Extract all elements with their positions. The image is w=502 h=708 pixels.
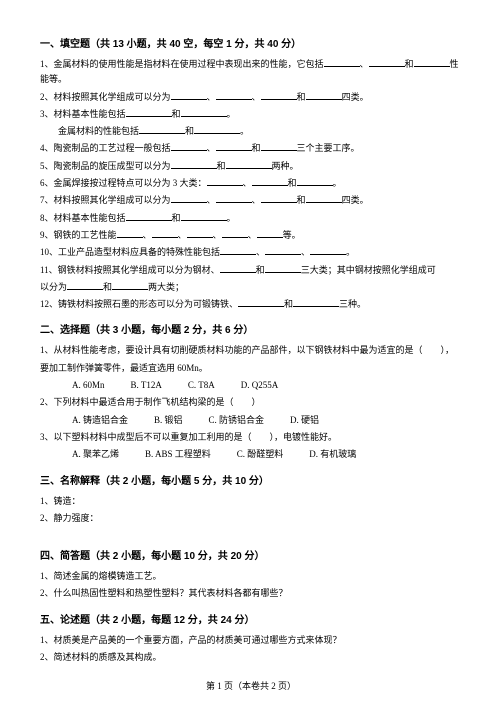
s5-q1: 1、材质美是产品美的一个重要方面，产品的材质美可通过哪些方式来体现？ xyxy=(40,633,462,648)
s2-q1-optC: C. T8A xyxy=(188,378,215,393)
s3-q2: 2、静力强度： xyxy=(40,511,462,526)
s1-q8: 8、材料基本性能包括和。 xyxy=(40,211,462,226)
s2-q2-optA: A. 铸造铝合金 xyxy=(72,413,128,428)
s2-q1-optD: D. Q255A xyxy=(241,378,279,393)
s2-q1-opts: A. 60Mn B. T12A C. T8A D. Q255A xyxy=(72,378,462,393)
section-1-title: 一、填空题（共 13 小题，共 40 空，每空 1 分，共 40 分） xyxy=(40,36,462,53)
s1-q1: 1、金属材料的使用性能是指材料在使用过程中表现出来的性能，它包括、和性能等。 xyxy=(40,57,462,88)
s1-q5: 5、陶瓷制品的旋压成型可以分为和两种。 xyxy=(40,159,462,174)
s1-q2: 2、材料按照其化学组成可以分为、、和四类。 xyxy=(40,90,462,105)
section-5-title: 五、论述题（共 2 小题，每题 12 分，共 24 分） xyxy=(40,612,462,629)
s2-q3-optB: B. ABS 工程塑料 xyxy=(145,447,211,462)
s1-q6: 6、金属焊接按过程特点可以分为 3 大类：、和。 xyxy=(40,176,462,191)
s3-q1: 1、铸造： xyxy=(40,494,462,509)
section-3-title: 三、名称解释（共 2 小题，每小题 5 分，共 10 分） xyxy=(40,473,462,490)
s2-q2: 2、下列材料中最适合用于制作飞机结构梁的是（ ） xyxy=(40,395,462,410)
s2-q3: 3、以下塑料材料中成型后不可以重复加工利用的是（ ），电镀性能好。 xyxy=(40,430,462,445)
s1-q4: 4、陶瓷制品的工艺过程一般包括、和三个主要工序。 xyxy=(40,141,462,156)
section-4-title: 四、简答题（共 2 小题，每小题 10 分，共 20 分） xyxy=(40,548,462,565)
exam-page: 一、填空题（共 13 小题，共 40 空，每空 1 分，共 40 分） 1、金属… xyxy=(0,0,502,708)
s1-q11b: 以分为和两大类； xyxy=(40,280,462,295)
section-2-title: 二、选择题（共 3 小题，每小题 2 分，共 6 分） xyxy=(40,322,462,339)
s2-q2-optD: D. 硬铝 xyxy=(290,413,319,428)
s1-q10: 10、工业产品造型材料应具备的特殊性能包括、、。 xyxy=(40,245,462,260)
page-footer: 第 1 页（本卷共 2 页） xyxy=(0,679,502,694)
s2-q1-optA: A. 60Mn xyxy=(72,378,105,393)
s5-q2: 2、简述材料的质感及其构成。 xyxy=(40,650,462,665)
s2-q1-line2: 要加工制作弹簧零件，最适宜选用 60Mn。 xyxy=(40,361,462,376)
s2-q3-optD: D. 有机玻璃 xyxy=(309,447,356,462)
s1-q9: 9、钢铁的工艺性能、、、、等。 xyxy=(40,228,462,243)
s2-q2-opts: A. 铸造铝合金 B. 锻铝 C. 防锈铝合金 D. 硬铝 xyxy=(72,413,462,428)
s1-q11: 11、钢铁材料按照其化学组成可以分为钢材、和三大类；其中钢材按照化学组成可 xyxy=(40,263,462,278)
s1-q3: 3、材料基本性能包括和。 xyxy=(40,107,462,122)
s4-q1: 1、简述金属的熔模铸造工艺。 xyxy=(40,569,462,584)
s2-q3-optC: C. 酚醛塑料 xyxy=(237,447,284,462)
s2-q3-opts: A. 聚苯乙烯 B. ABS 工程塑料 C. 酚醛塑料 D. 有机玻璃 xyxy=(72,447,462,462)
s2-q2-optB: B. 锻铝 xyxy=(154,413,183,428)
s2-q3-optA: A. 聚苯乙烯 xyxy=(72,447,119,462)
s1-q12: 12、铸铁材料按照石墨的形态可以分为可锻铸铁、和三种。 xyxy=(40,297,462,312)
s2-q1-line1: 1、从材料性能考虑，要设计具有切削硬质材料功能的产品部件，以下钢铁材料中最为适宜… xyxy=(40,343,462,358)
s2-q2-optC: C. 防锈铝合金 xyxy=(209,413,265,428)
s4-q2: 2、什么叫热固性塑料和热塑性塑料？其代表材料各都有哪些？ xyxy=(40,586,462,601)
s1-q3b: 金属材料的性能包括和。 xyxy=(58,124,462,139)
s1-q7: 7、材料按照其化学组成可以分为、、和四类。 xyxy=(40,193,462,208)
s2-q1-optB: B. T12A xyxy=(131,378,162,393)
